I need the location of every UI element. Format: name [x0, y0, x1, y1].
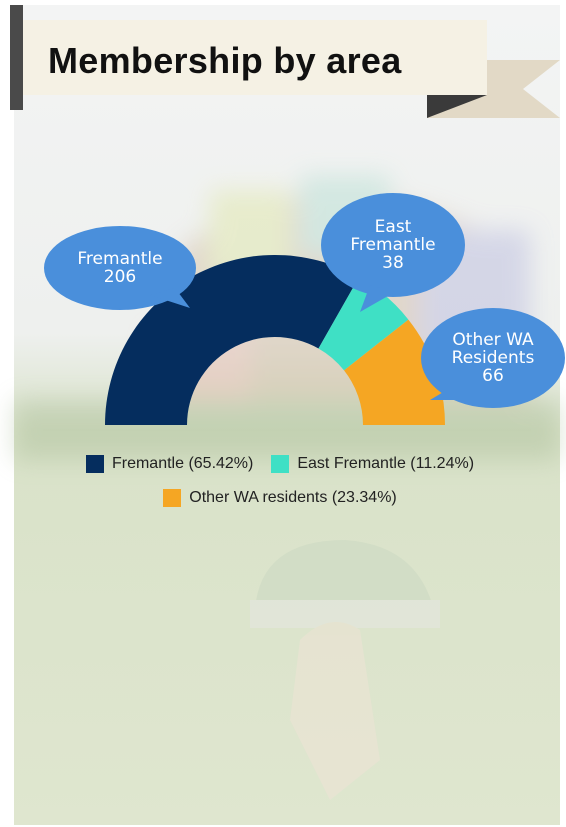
legend-item: East Fremantle (11.24%)	[271, 455, 474, 473]
callouts	[44, 193, 565, 408]
callout-bubble	[44, 226, 196, 310]
callout-label: East Fremantle 38	[343, 218, 443, 272]
callout-value: 38	[382, 253, 404, 273]
callout-tail	[150, 288, 190, 308]
arc-segment	[344, 319, 445, 425]
callout-bubble	[321, 193, 465, 297]
callout-tail	[360, 285, 395, 312]
legend-swatch	[271, 455, 290, 473]
legend-label: East Fremantle (11.24%)	[297, 455, 475, 472]
callout-name: Fremantle	[77, 249, 163, 269]
callout-bubble	[421, 308, 565, 408]
callout-value: 206	[103, 267, 137, 287]
background-sculpture	[250, 540, 440, 800]
legend-label: Fremantle (65.42%)	[111, 455, 254, 472]
callout-value: 66	[482, 366, 504, 386]
callout-name: East Fremantle	[350, 217, 436, 255]
legend-swatch	[163, 489, 182, 507]
legend-item: Other WA residents (23.34%)	[163, 489, 397, 507]
callout-name: Other WA Residents	[451, 330, 535, 368]
arc-segment	[318, 277, 409, 371]
callout-tail	[430, 385, 470, 400]
legend-label: Other WA residents (23.34%)	[189, 489, 397, 506]
chart-title: Membership by area	[48, 40, 402, 81]
callout-label: Other WA Residents 66	[438, 331, 548, 385]
title-banner	[23, 20, 487, 95]
ribbon-fold	[427, 95, 487, 118]
legend: Fremantle (65.42%) East Fremantle (11.24%…	[40, 455, 520, 507]
legend-item: Fremantle (65.42%)	[85, 455, 254, 473]
callout-label: Fremantle 206	[65, 250, 175, 286]
legend-swatch	[85, 455, 104, 473]
title-bar	[10, 5, 23, 110]
